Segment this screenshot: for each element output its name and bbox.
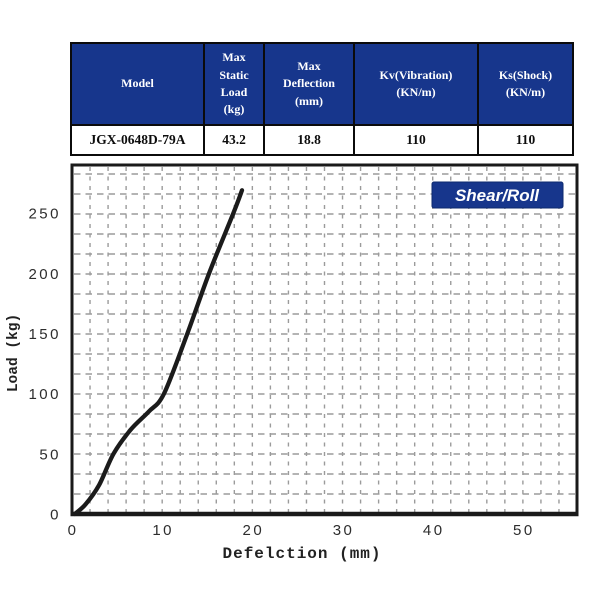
spec-cell-max-static-load: 43.2 [203, 124, 265, 156]
load-curve [72, 188, 245, 517]
spec-cell-model: JGX-0648D-79A [70, 124, 205, 156]
x-tick-label: 40 [423, 522, 445, 539]
x-axis-title: Defelction (mm) [222, 545, 381, 563]
y-tick-label: 100 [28, 386, 61, 403]
spec-header-model: Model [70, 42, 205, 126]
spec-header-row: Model Max Static Load (kg) Max Deflectio… [70, 42, 574, 126]
x-tick-label: 10 [152, 522, 174, 539]
load-deflection-chart: 0 10 20 30 40 50 0 50 100 150 200 250 Defelction (mm… [0, 160, 600, 600]
y-tick-label: 0 [50, 507, 61, 524]
y-tick-label: 50 [39, 446, 61, 463]
spec-data-row: JGX-0648D-79A 43.2 18.8 110 110 [70, 124, 574, 156]
x-tick-label: 50 [513, 522, 535, 539]
y-tick-label: 250 [28, 206, 61, 223]
spec-header-max-static-load: Max Static Load (kg) [203, 42, 265, 126]
spec-header-kv-vibration: Kv(Vibration) (KN/m) [353, 42, 479, 126]
spec-table: Model Max Static Load (kg) Max Deflectio… [70, 42, 574, 156]
spec-cell-kv-vibration: 110 [353, 124, 479, 156]
spec-header-ks-shock: Ks(Shock) (KN/m) [477, 42, 574, 126]
y-tick-label: 200 [28, 266, 61, 283]
x-tick-label: 0 [68, 522, 79, 539]
x-tick-label: 20 [243, 522, 265, 539]
y-axis-title: Load (kg) [6, 314, 22, 392]
chart-grid [74, 167, 575, 512]
spec-header-max-deflection: Max Deflection (mm) [263, 42, 355, 126]
x-tick-label: 30 [333, 522, 355, 539]
y-tick-label: 150 [28, 326, 61, 343]
shear-roll-badge-box [431, 181, 564, 209]
chart-canvas: 0 10 20 30 40 50 0 50 100 150 200 250 Defelction (mm… [6, 163, 579, 563]
shear-roll-badge: Shear/Roll [431, 181, 564, 209]
spec-cell-max-deflection: 18.8 [263, 124, 355, 156]
shear-roll-badge-label: Shear/Roll [455, 186, 540, 205]
spec-cell-ks-shock: 110 [477, 124, 574, 156]
